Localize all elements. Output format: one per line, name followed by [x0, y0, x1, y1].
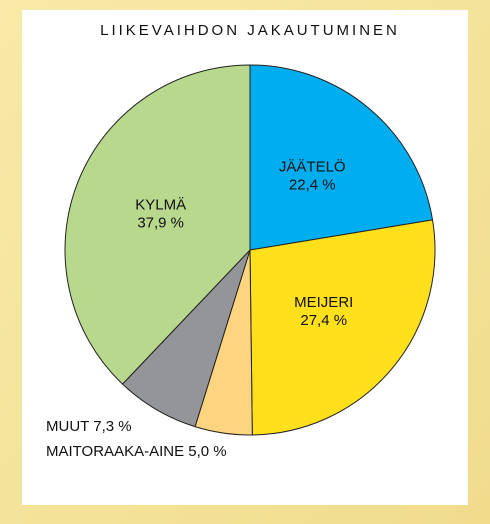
- pie-slice: [249, 219, 436, 436]
- pie-slice: [249, 64, 434, 251]
- slice-value-label: 5,0 %: [188, 443, 226, 460]
- slice-label: MUUT: [46, 418, 89, 435]
- slice-value-label: 22,4 %: [289, 177, 336, 194]
- slice-label-group: MUUT 7,3 %: [46, 418, 132, 435]
- slice-label-group: MAITORAAKA-AINE 5,0 %: [46, 443, 227, 460]
- slice-label: MEIJERI: [294, 294, 353, 311]
- chart-title: LIIKEVAIHDON JAKAUTUMINEN: [100, 22, 400, 39]
- slice-label: JÄÄTELÖ: [279, 158, 346, 176]
- pie-slice: [64, 64, 251, 385]
- slice-value-label: 27,4 %: [300, 312, 347, 329]
- slice-label: MAITORAAKA-AINE: [46, 443, 184, 460]
- slice-value-label: 37,9 %: [137, 214, 184, 231]
- slice-value-label: 7,3 %: [93, 418, 131, 435]
- slice-label: KYLMÄ: [135, 196, 186, 213]
